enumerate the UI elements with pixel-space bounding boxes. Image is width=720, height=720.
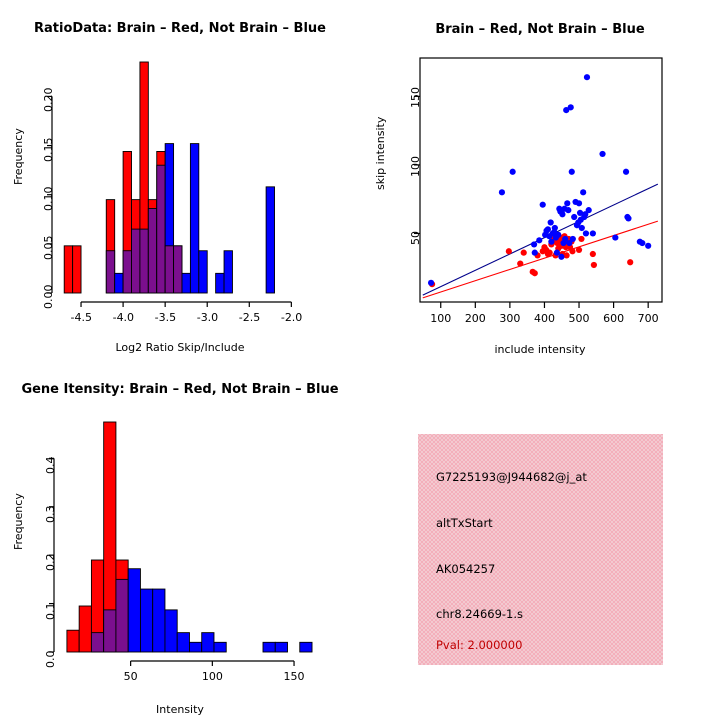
pval-text: Pval: 2.000000 <box>436 638 523 652</box>
tick-label: -3.0 <box>196 311 219 324</box>
tick-label: 150 <box>283 670 305 683</box>
tick-label: -4.5 <box>70 311 92 324</box>
scatter-xlabel: include intensity <box>494 343 586 356</box>
scatter-title: Brain – Red, Not Brain – Blue <box>435 22 645 37</box>
gene-intensity-canvas <box>49 421 313 666</box>
gene-intensity-bars <box>66 421 313 653</box>
ratio-histogram-xlabel: Log2 Ratio Skip/Include <box>115 341 245 354</box>
gene-intensity-xlabel: Intensity <box>156 703 204 716</box>
tick-label: 600 <box>603 312 625 325</box>
gene-info-panel: G7225193@J944682@j_at altTxStart AK05425… <box>418 434 663 665</box>
tick-label: 0.10 <box>42 186 55 211</box>
ratio-histogram-bars <box>63 61 275 294</box>
tick-label: 500 <box>568 312 590 325</box>
tick-label: 100 <box>409 155 422 177</box>
tick-label: 100 <box>430 312 452 325</box>
tick-label: 0.0 <box>44 650 57 669</box>
ratio-histogram-panel: RatioData: Brain – Red, Not Brain – Blue… <box>0 0 360 360</box>
scatter-axes <box>414 95 649 308</box>
tick-label: 0.4 <box>44 456 57 475</box>
ratio-histogram-canvas <box>47 61 292 307</box>
panel-texture <box>418 434 663 665</box>
tick-label: 0.2 <box>44 553 57 572</box>
gene-intensity-title: Gene Itensity: Brain – Red, Not Brain – … <box>21 382 339 397</box>
tick-label: 0.00 <box>42 284 55 310</box>
scatter-canvas <box>414 57 663 308</box>
locus-text: chr8.24669-1.s <box>436 607 524 621</box>
tick-label: 0.3 <box>44 505 57 523</box>
scatter-panel: Brain – Red, Not Brain – Blue skip inten… <box>360 0 720 360</box>
probe-id-text: G7225193@J944682@j_at <box>436 470 587 484</box>
ratio-histogram-title: RatioData: Brain – Red, Not Brain – Blue <box>34 21 326 36</box>
tick-label: 0.20 <box>42 87 55 113</box>
tick-label: 0.05 <box>42 235 55 260</box>
tick-label: 150 <box>409 87 422 109</box>
tick-label: 0.1 <box>44 602 57 620</box>
tick-label: 200 <box>464 312 486 325</box>
scatter-frame <box>419 57 663 303</box>
tick-label: -3.5 <box>154 311 177 324</box>
scatter-points <box>427 74 652 288</box>
tick-label: -4.0 <box>112 311 135 324</box>
gene-intensity-panel: Gene Itensity: Brain – Red, Not Brain – … <box>0 360 360 720</box>
tick-label: 0.15 <box>42 137 55 162</box>
tick-label: 400 <box>533 312 555 325</box>
tick-label: 50 <box>123 670 138 683</box>
tick-label: 50 <box>409 231 422 246</box>
ratio-histogram-axes <box>47 95 292 307</box>
tick-label: 700 <box>637 312 659 325</box>
tick-label: -2.5 <box>238 311 261 324</box>
gene-intensity-axes <box>49 457 295 666</box>
accession-text: AK054257 <box>436 562 496 576</box>
tick-label: 300 <box>499 312 521 325</box>
tick-label: 100 <box>201 670 223 683</box>
event-type-text: altTxStart <box>436 516 493 530</box>
tick-label: -2.0 <box>280 311 303 324</box>
